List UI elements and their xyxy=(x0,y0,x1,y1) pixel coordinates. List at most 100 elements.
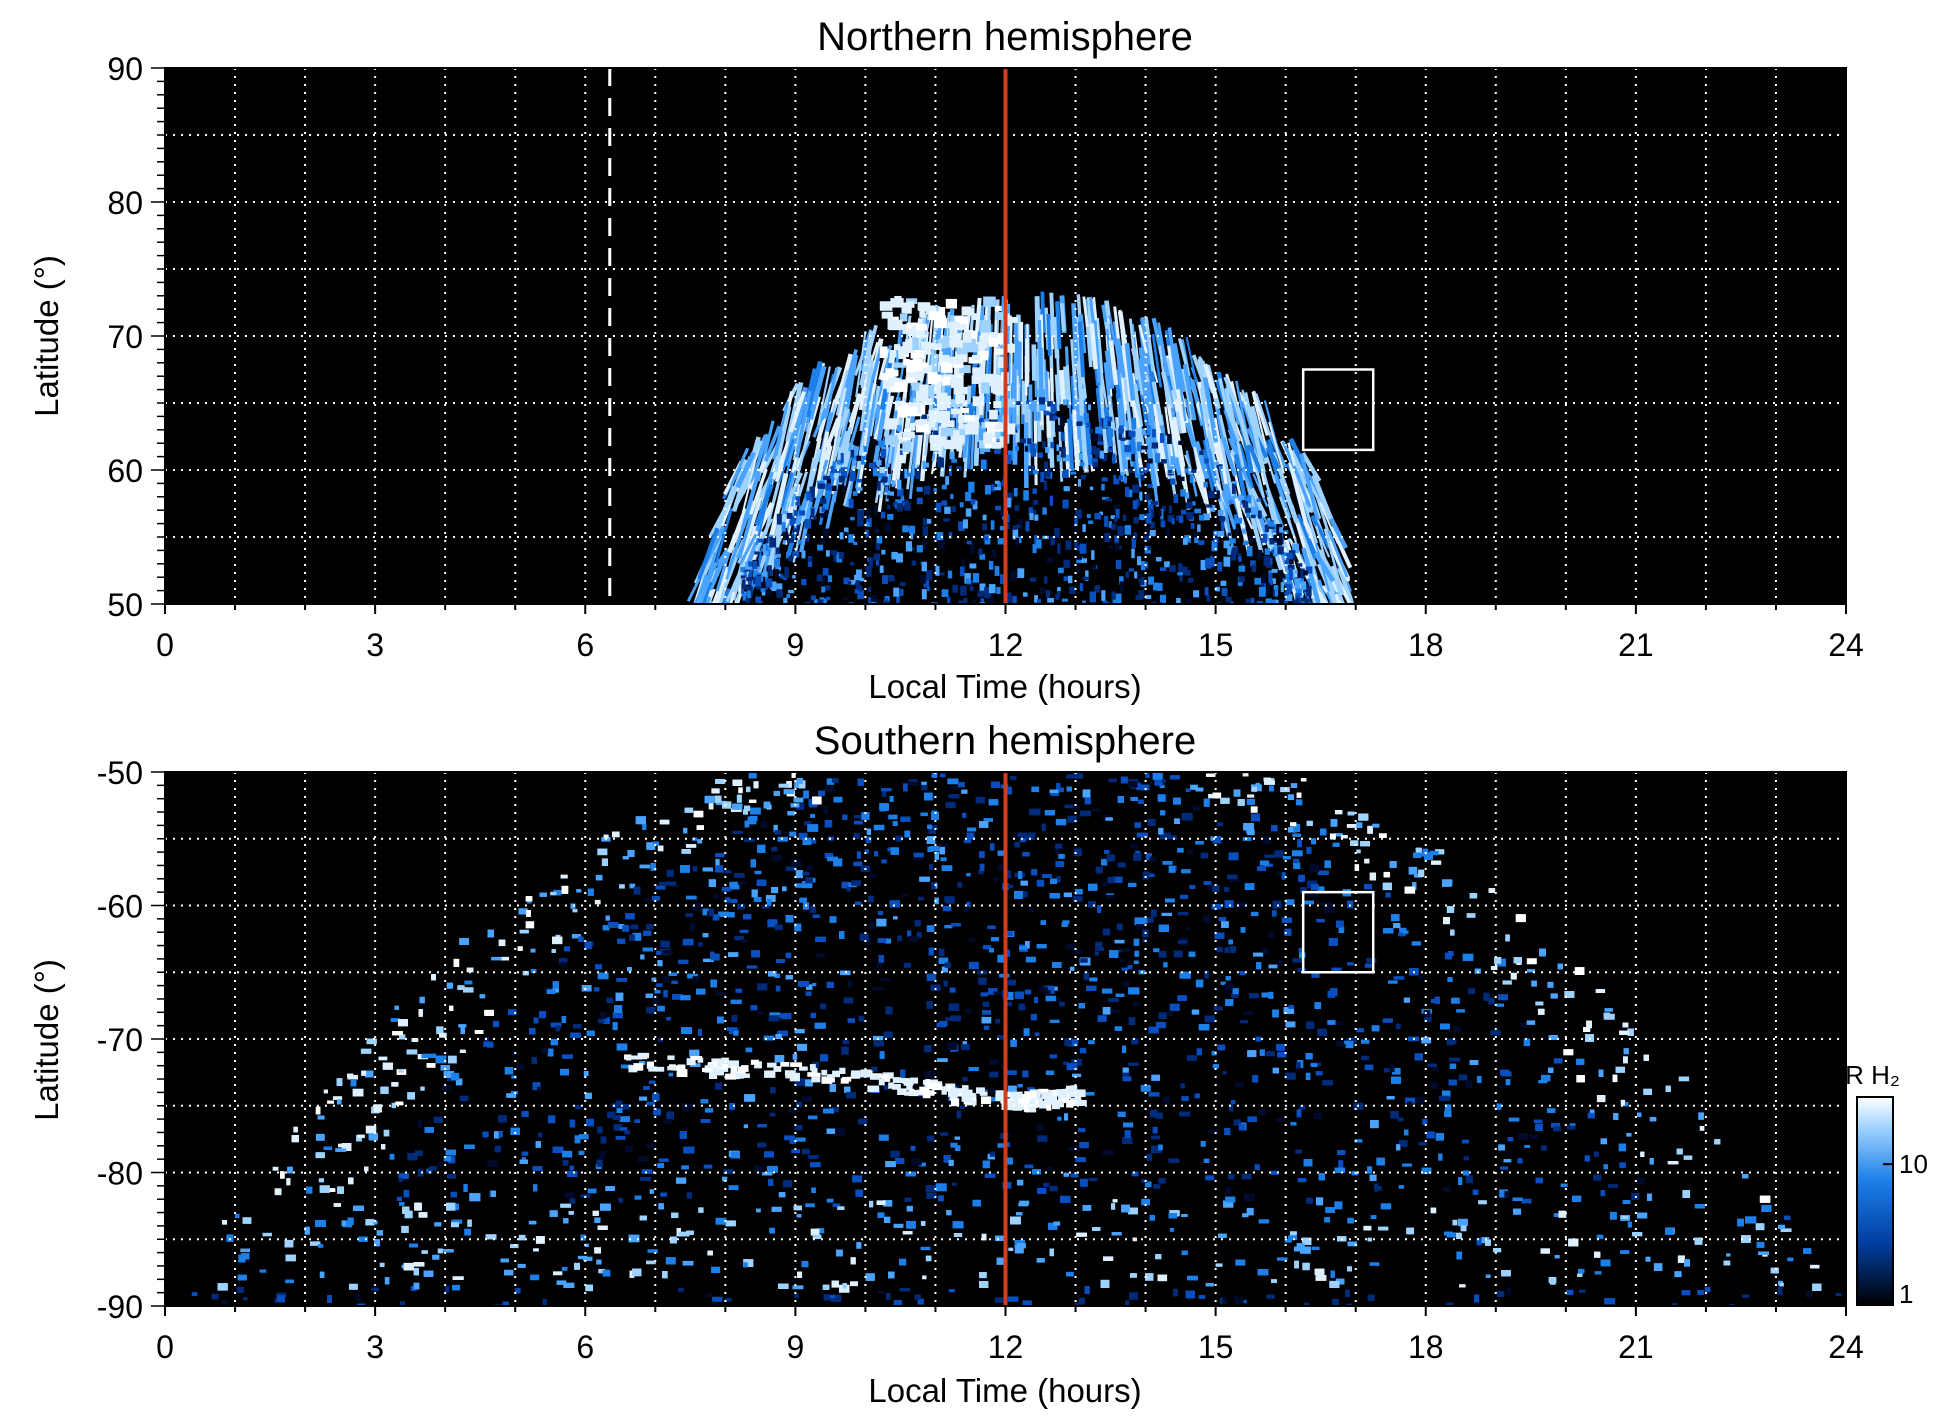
emission-speckle xyxy=(831,485,837,492)
bright-patch-pixel xyxy=(879,346,888,359)
emission-speckle xyxy=(1044,411,1049,415)
emission-streak xyxy=(1059,303,1066,332)
emission-speckle xyxy=(1149,521,1156,529)
bright-patch-pixel xyxy=(919,384,930,397)
emission-speckle xyxy=(1032,488,1038,495)
emission-speckle xyxy=(1091,445,1097,455)
emission-speckle xyxy=(1108,521,1112,528)
emission-streak xyxy=(1118,372,1129,415)
emission-speckle xyxy=(996,587,1001,594)
emission-speckle xyxy=(884,486,889,493)
emission-streak xyxy=(1158,345,1170,408)
emission-speckle xyxy=(769,581,777,592)
emission-speckle xyxy=(914,468,921,480)
emission-speckle xyxy=(822,528,830,537)
emission-streak xyxy=(1077,321,1086,378)
emission-speckle xyxy=(781,522,786,534)
emission-speckle xyxy=(1125,430,1132,440)
bright-patch-pixel xyxy=(930,441,943,451)
emission-streak xyxy=(1288,461,1309,526)
bright-patch-pixel xyxy=(935,343,942,351)
emission-speckle xyxy=(1004,497,1012,508)
emission-speckle xyxy=(1114,517,1118,523)
bright-patch-pixel xyxy=(884,435,898,446)
emission-streak xyxy=(1034,296,1041,343)
emission-speckle xyxy=(761,551,765,556)
emission-speckle xyxy=(1031,499,1036,508)
emission-speckle xyxy=(865,566,872,577)
emission-speckle xyxy=(1060,447,1066,458)
bright-patch-pixel xyxy=(909,422,916,431)
emission-speckle xyxy=(1264,548,1270,555)
emission-streak xyxy=(1301,547,1322,604)
emission-speckle xyxy=(1297,563,1303,567)
emission-speckle xyxy=(1154,453,1161,463)
emission-streak xyxy=(1185,336,1198,382)
emission-speckle xyxy=(1169,466,1176,470)
emission-streak xyxy=(1223,376,1239,409)
emission-speckle xyxy=(947,596,951,604)
emission-speckle xyxy=(765,578,773,588)
emission-speckle xyxy=(1054,425,1062,432)
emission-streak xyxy=(1167,345,1180,412)
emission-speckle xyxy=(798,539,802,545)
emission-speckle xyxy=(1029,513,1034,521)
emission-speckle xyxy=(856,518,864,527)
emission-speckle xyxy=(1229,538,1236,544)
bright-patch-pixel xyxy=(991,441,1002,449)
emission-streak xyxy=(1100,376,1109,408)
emission-speckle xyxy=(824,585,831,591)
emission-speckle xyxy=(841,485,846,493)
emission-speckle xyxy=(944,506,951,514)
emission-streak xyxy=(1071,303,1079,366)
emission-speckle xyxy=(809,486,815,498)
emission-speckle xyxy=(1205,558,1212,569)
emission-streak xyxy=(906,434,916,490)
emission-speckle xyxy=(810,508,815,518)
emission-speckle xyxy=(1107,428,1114,438)
emission-speckle xyxy=(1101,483,1105,491)
southern-title: Southern hemisphere xyxy=(814,719,1196,763)
emission-speckle xyxy=(1301,581,1307,590)
emission-speckle xyxy=(994,565,1000,576)
emission-streak xyxy=(772,401,790,460)
emission-speckle xyxy=(1276,600,1280,604)
emission-speckle xyxy=(848,498,854,509)
emission-speckle xyxy=(825,596,831,601)
emission-speckle xyxy=(1032,544,1037,554)
emission-speckle xyxy=(1198,540,1205,545)
emission-streak xyxy=(1241,400,1257,442)
emission-streak xyxy=(1272,473,1292,519)
emission-speckle xyxy=(1146,462,1150,472)
bright-patch-pixel xyxy=(912,358,923,372)
emission-streak xyxy=(834,406,847,454)
emission-streak xyxy=(1124,342,1136,401)
emission-speckle xyxy=(1280,582,1284,593)
emission-streak xyxy=(1227,428,1243,465)
bright-patch-pixel xyxy=(915,419,925,426)
emission-speckle xyxy=(1305,566,1313,574)
emission-speckle xyxy=(1050,536,1056,546)
emission-speckle xyxy=(983,447,991,453)
emission-speckle xyxy=(1294,578,1301,590)
emission-speckle xyxy=(795,496,801,506)
emission-streak xyxy=(848,393,863,424)
emission-speckle xyxy=(1150,501,1158,506)
emission-streak xyxy=(795,422,812,480)
emission-speckle xyxy=(1268,580,1273,585)
emission-speckle xyxy=(776,570,782,574)
bright-patch-pixel xyxy=(938,354,950,366)
emission-streak xyxy=(1066,418,1075,472)
emission-speckle xyxy=(1262,587,1270,596)
emission-speckle xyxy=(1284,591,1289,596)
bright-patch-pixel xyxy=(988,337,999,347)
emission-speckle xyxy=(850,516,855,521)
emission-speckle xyxy=(1138,590,1145,600)
emission-speckle xyxy=(1257,510,1262,519)
emission-speckle xyxy=(1034,595,1039,603)
southern-emission-map xyxy=(191,772,1842,1306)
emission-speckle xyxy=(1155,557,1162,562)
emission-speckle xyxy=(1113,478,1120,485)
emission-streak xyxy=(1082,296,1089,328)
emission-speckle xyxy=(793,508,798,518)
